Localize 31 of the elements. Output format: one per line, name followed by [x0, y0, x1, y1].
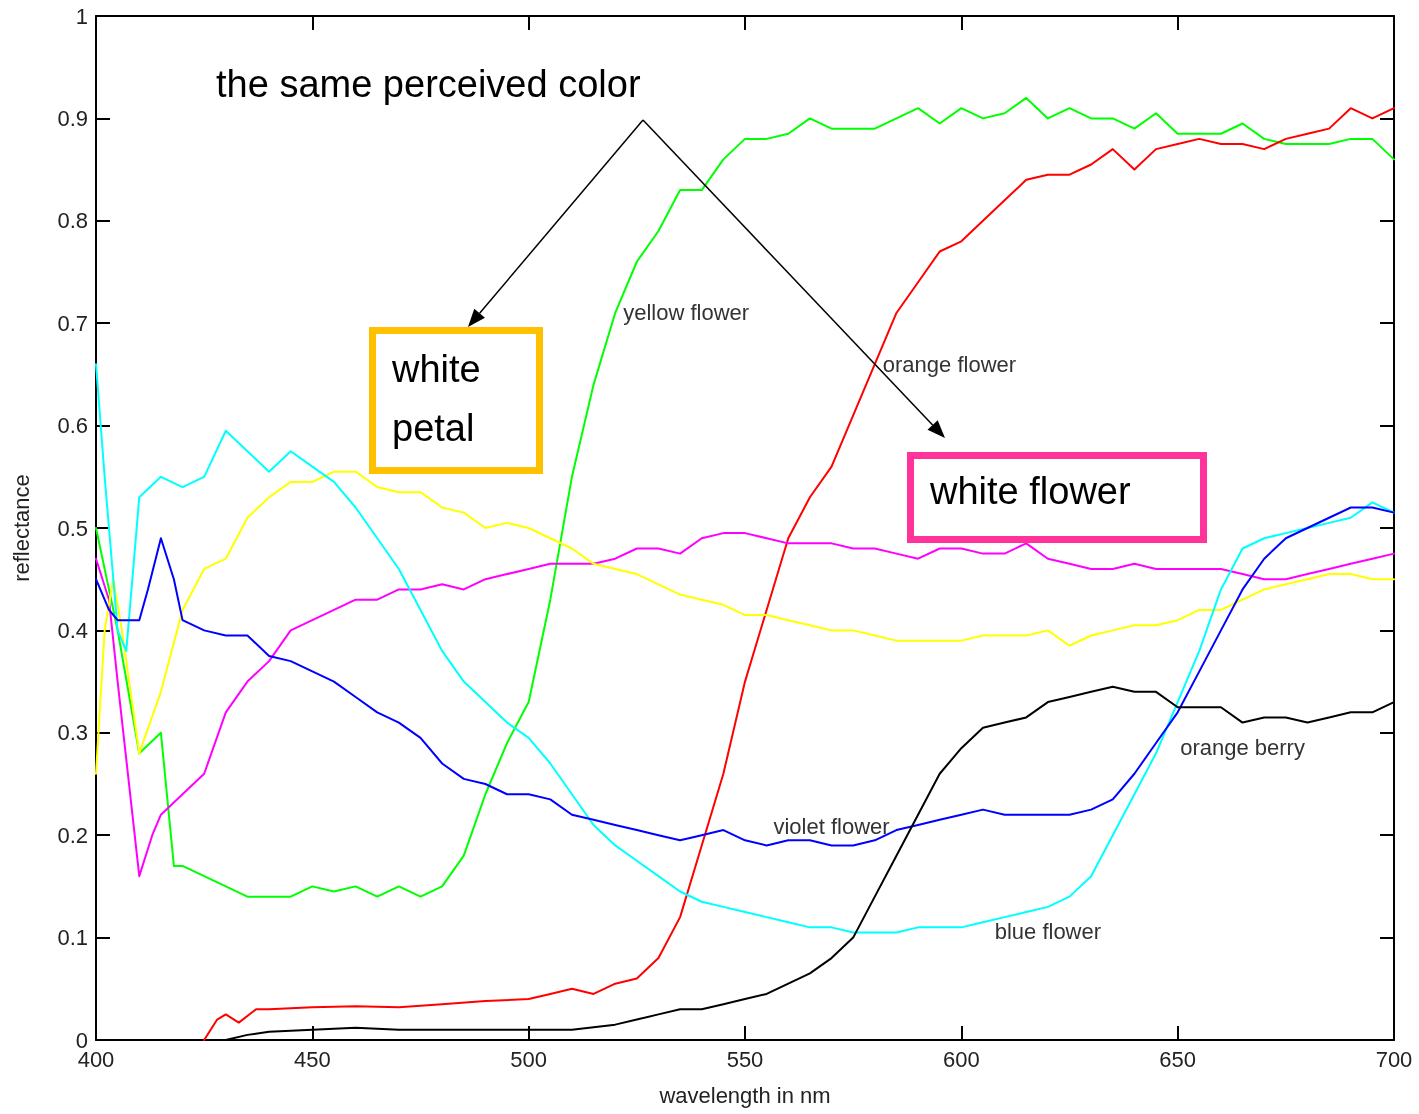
- y-tick-label: 0.4: [57, 617, 88, 643]
- x-tick-label: 450: [293, 1046, 331, 1072]
- annotation: white flower: [907, 452, 1207, 543]
- line-series: [95, 470, 1395, 775]
- y-tick-label: 0.1: [57, 925, 88, 951]
- line-series: [95, 532, 1395, 878]
- y-tick-label: 0.2: [57, 822, 88, 848]
- y-tick-label: 0: [75, 1027, 88, 1053]
- y-tick-label: 0.8: [57, 208, 88, 234]
- y-tick-label: 0.6: [57, 413, 88, 439]
- x-axis-title: wavelength in nm: [658, 1082, 831, 1108]
- y-tick-label: 0.9: [57, 105, 88, 131]
- line-series: [203, 107, 1395, 1041]
- y-tick-label: 0.5: [57, 515, 88, 541]
- series-label: blue flower: [994, 919, 1102, 945]
- x-tick-label: 650: [1159, 1046, 1197, 1072]
- annotation: white petal: [369, 327, 543, 474]
- series-label: violet flower: [773, 813, 890, 839]
- x-tick-label: 550: [726, 1046, 764, 1072]
- series-label: orange flower: [882, 351, 1017, 377]
- y-axis-title: reflectance: [8, 474, 34, 582]
- y-tick-label: 0.3: [57, 720, 88, 746]
- y-tick-label: 0.7: [57, 310, 88, 336]
- x-tick-label: 600: [942, 1046, 980, 1072]
- series-label: orange berry: [1180, 735, 1305, 761]
- series-label: yellow flower: [623, 300, 750, 326]
- annotation: the same perceived color: [216, 62, 641, 107]
- x-tick-label: 500: [510, 1046, 548, 1072]
- y-tick-label: 1: [75, 3, 88, 29]
- line-series: [95, 506, 1395, 847]
- x-tick-label: 700: [1375, 1046, 1413, 1072]
